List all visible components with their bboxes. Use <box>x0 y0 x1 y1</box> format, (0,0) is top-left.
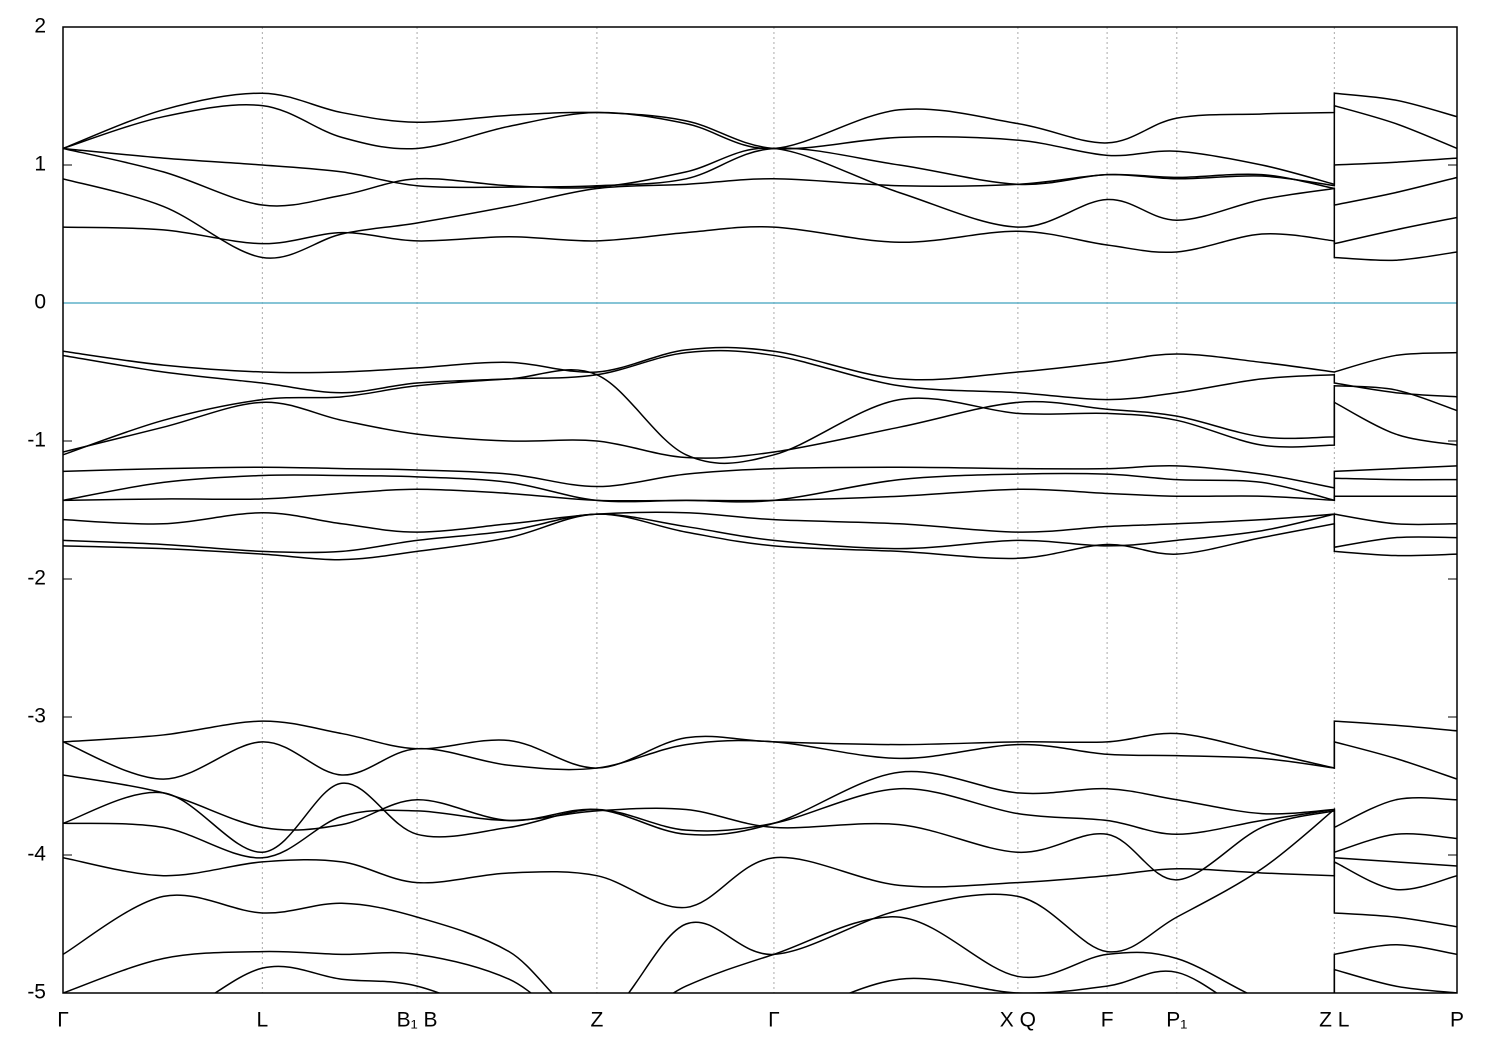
band-line <box>63 92 1457 186</box>
band-line <box>63 368 1457 465</box>
x-tick-label: P <box>1450 1009 1464 1032</box>
y-tick-label: -3 <box>27 705 46 728</box>
band-line <box>63 511 1457 533</box>
band-line <box>63 782 1457 854</box>
plot-frame <box>62 26 1458 994</box>
x-tick-label: F <box>1101 1009 1114 1032</box>
y-tick-label: -5 <box>27 981 46 1004</box>
band-line <box>213 965 1457 993</box>
band-line <box>63 513 1457 554</box>
y-tick-label: -4 <box>27 843 46 866</box>
band-line <box>63 856 1457 909</box>
y-tick-label: 1 <box>34 153 46 176</box>
x-tick-label: Z <box>590 1009 603 1032</box>
x-tick-label: Γ <box>768 1009 780 1032</box>
y-tick-label: 0 <box>34 291 46 314</box>
band-line <box>63 916 1457 993</box>
band-line <box>63 216 1457 254</box>
x-tick-label: Z L <box>1319 1009 1349 1032</box>
band-line <box>63 488 1457 502</box>
band-line <box>63 739 1457 780</box>
band-line <box>63 464 1457 489</box>
band-line <box>63 807 1457 993</box>
x-tick-label: B₁ B <box>397 1009 438 1032</box>
y-tick-label: -1 <box>27 429 46 452</box>
y-tick-label: 2 <box>34 15 46 38</box>
band-line <box>63 173 1457 262</box>
x-tick-label: P₁ <box>1166 1009 1187 1032</box>
band-line <box>63 513 1457 561</box>
band-line <box>63 349 1457 401</box>
band-line <box>63 346 1457 381</box>
bands <box>63 92 1457 993</box>
x-tick-label: X Q <box>1000 1009 1036 1032</box>
band-line <box>63 807 1457 881</box>
x-tick-label: L <box>256 1009 268 1032</box>
y-tick-label: -2 <box>27 567 46 590</box>
band-line <box>63 400 1457 459</box>
x-tick-label: Γ <box>57 1009 69 1032</box>
